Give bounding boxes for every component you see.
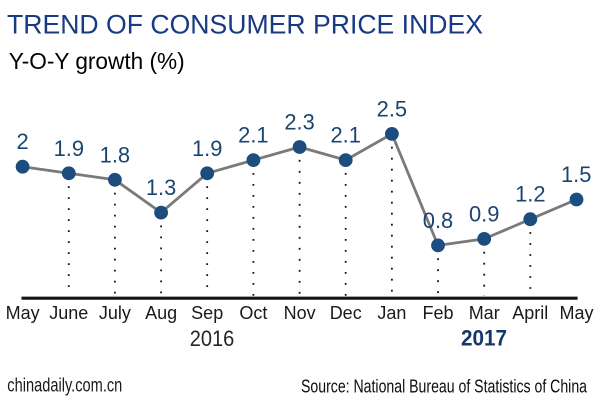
svg-text:chinadaily.com.cn: chinadaily.com.cn	[7, 376, 122, 397]
svg-text:Sep: Sep	[191, 303, 223, 323]
svg-text:Source: National Bureau of Sta: Source: National Bureau of Statistics of…	[301, 377, 588, 397]
svg-text:2.5: 2.5	[377, 96, 407, 121]
svg-text:1.9: 1.9	[54, 136, 84, 161]
svg-text:Feb: Feb	[422, 303, 453, 323]
svg-text:2017: 2017	[461, 326, 507, 351]
svg-text:2016: 2016	[190, 326, 235, 351]
svg-text:1.9: 1.9	[192, 136, 222, 161]
svg-text:Y-O-Y growth (%): Y-O-Y growth (%)	[9, 48, 185, 74]
svg-text:Oct: Oct	[239, 303, 267, 323]
svg-text:1.3: 1.3	[146, 175, 176, 200]
svg-text:0.8: 0.8	[423, 208, 453, 233]
svg-text:TREND OF CONSUMER PRICE INDEX: TREND OF CONSUMER PRICE INDEX	[7, 9, 483, 40]
svg-text:Dec: Dec	[330, 303, 362, 323]
svg-text:2.3: 2.3	[284, 110, 314, 135]
svg-text:May: May	[559, 303, 593, 323]
svg-text:1.5: 1.5	[561, 162, 591, 187]
svg-text:June: June	[49, 303, 88, 323]
svg-text:2.1: 2.1	[330, 123, 360, 148]
svg-text:Mar: Mar	[469, 303, 500, 323]
svg-text:July: July	[99, 303, 131, 323]
svg-text:0.9: 0.9	[469, 201, 499, 226]
svg-text:April: April	[512, 303, 548, 323]
svg-text:1.2: 1.2	[515, 182, 545, 207]
svg-text:Nov: Nov	[284, 303, 316, 323]
svg-text:2.1: 2.1	[238, 123, 268, 148]
svg-text:Aug: Aug	[145, 303, 177, 323]
svg-text:Jan: Jan	[377, 303, 406, 323]
svg-text:1.8: 1.8	[100, 142, 130, 167]
svg-text:2: 2	[17, 129, 29, 154]
svg-text:May: May	[6, 303, 40, 323]
